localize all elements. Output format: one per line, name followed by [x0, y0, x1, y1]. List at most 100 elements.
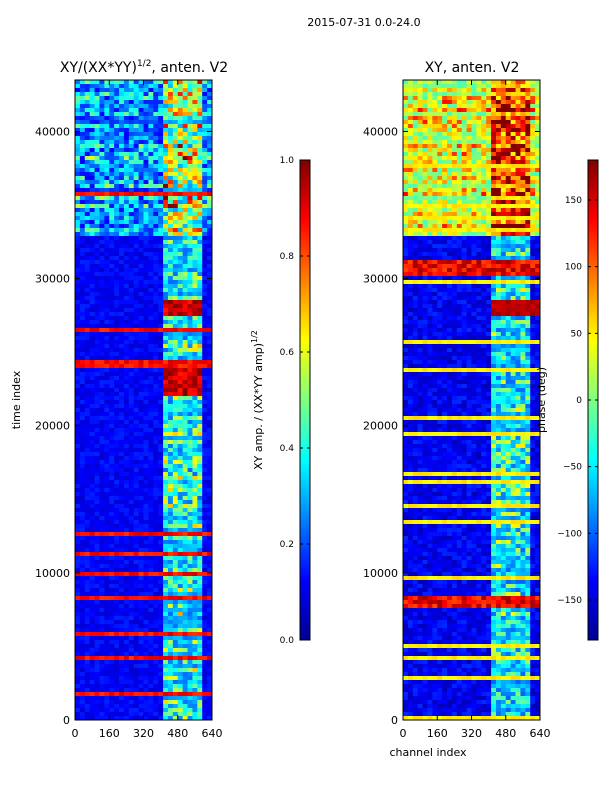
heatmap-cell	[167, 252, 174, 257]
heatmap-cell	[75, 232, 81, 237]
heatmap-cell	[403, 84, 409, 89]
heatmap-cell	[192, 596, 198, 601]
heatmap-cell	[187, 316, 193, 321]
heatmap-cell	[148, 628, 154, 633]
heatmap-cell	[109, 588, 115, 593]
heatmap-cell	[148, 484, 154, 489]
heatmap-cell	[114, 512, 120, 517]
heatmap-cell	[456, 120, 463, 125]
heatmap-cell	[119, 200, 125, 205]
heatmap-cell	[520, 108, 526, 113]
heatmap-cell	[84, 632, 91, 637]
heatmap-cell	[202, 496, 208, 501]
heatmap-cell	[177, 496, 184, 501]
heatmap-cell	[163, 192, 169, 197]
heatmap-cell	[89, 448, 96, 453]
heatmap-cell	[84, 296, 91, 301]
heatmap-cell	[123, 448, 130, 453]
heatmap-cell	[153, 292, 159, 297]
heatmap-cell	[99, 612, 105, 617]
heatmap-cell	[177, 308, 184, 313]
heatmap-cell	[158, 516, 164, 521]
heatmap-cell	[202, 684, 208, 689]
heatmap-cell	[202, 580, 208, 585]
heatmap-cell	[412, 136, 419, 141]
heatmap-cell	[138, 440, 144, 445]
heatmap-cell	[163, 436, 169, 441]
heatmap-cell	[167, 212, 174, 217]
heatmap-cell	[99, 84, 105, 89]
heatmap-cell	[158, 436, 164, 441]
heatmap-cell	[143, 544, 149, 549]
heatmap-cell	[133, 184, 140, 189]
heatmap-cell	[148, 444, 154, 449]
heatmap-cell	[158, 524, 164, 529]
heatmap-cell	[138, 392, 144, 397]
heatmap-cell	[471, 136, 477, 141]
heatmap-cell	[197, 104, 203, 109]
heatmap-cell	[123, 92, 130, 97]
heatmap-cell	[197, 252, 203, 257]
heatmap-cell	[128, 244, 135, 249]
heatmap-cell	[109, 96, 115, 101]
heatmap-cell	[163, 536, 169, 541]
heatmap-cell	[79, 316, 86, 321]
heatmap-cell	[119, 248, 125, 253]
heatmap-cell	[123, 360, 130, 365]
heatmap-cell	[510, 128, 517, 133]
heatmap-cell	[143, 272, 149, 277]
heatmap-cell	[138, 192, 144, 197]
heatmap-cell	[182, 152, 189, 157]
heatmap-cell	[172, 344, 179, 349]
heatmap-cell	[99, 88, 105, 93]
heatmap-cell	[84, 152, 91, 157]
heatmap-cell	[128, 352, 135, 357]
heatmap-cell	[153, 140, 159, 145]
heatmap-cell	[510, 92, 517, 97]
heatmap-cell	[461, 140, 468, 145]
heatmap-cell	[197, 328, 203, 333]
amplitude-colorbar-label-main: XY amp. / (XX*YY amp)	[252, 343, 265, 470]
heatmap-cell	[143, 300, 149, 305]
heatmap-cell	[163, 156, 169, 161]
heatmap-cell	[138, 408, 144, 413]
heatmap-cell	[75, 336, 81, 341]
heatmap-cell	[163, 576, 169, 581]
heatmap-cell	[153, 120, 159, 125]
heatmap-cell	[89, 108, 96, 113]
heatmap-cell	[187, 172, 193, 177]
heatmap-cell	[138, 124, 144, 129]
heatmap-cell	[94, 256, 100, 261]
heatmap-cell	[104, 448, 110, 453]
heatmap-cell	[202, 392, 208, 397]
heatmap-cell	[109, 224, 115, 229]
heatmap-cell	[158, 416, 164, 421]
heatmap-cell	[182, 520, 189, 525]
heatmap-cell	[407, 92, 414, 97]
heatmap-cell	[89, 360, 96, 365]
heatmap-cell	[128, 120, 135, 125]
heatmap-cell	[84, 84, 91, 89]
heatmap-cell	[172, 548, 179, 553]
heatmap-cell	[138, 572, 144, 577]
heatmap-cell	[84, 156, 91, 161]
heatmap-cell	[84, 496, 91, 501]
heatmap-cell	[89, 628, 96, 633]
heatmap-cell	[187, 104, 193, 109]
heatmap-cell	[172, 468, 179, 473]
heatmap-cell	[197, 100, 203, 105]
heatmap-cell	[104, 392, 110, 397]
heatmap-cell	[412, 140, 419, 145]
heatmap-cell	[187, 336, 193, 341]
heatmap-cell	[530, 116, 536, 121]
heatmap-cell	[138, 352, 144, 357]
heatmap-cell	[114, 92, 120, 97]
heatmap-cell	[75, 576, 81, 581]
heatmap-cell	[143, 344, 149, 349]
heatmap-cell	[75, 460, 81, 465]
heatmap-cell	[109, 532, 115, 537]
heatmap-cell	[163, 432, 169, 437]
heatmap-cell	[187, 684, 193, 689]
heatmap-cell	[182, 436, 189, 441]
heatmap-cell	[153, 216, 159, 221]
